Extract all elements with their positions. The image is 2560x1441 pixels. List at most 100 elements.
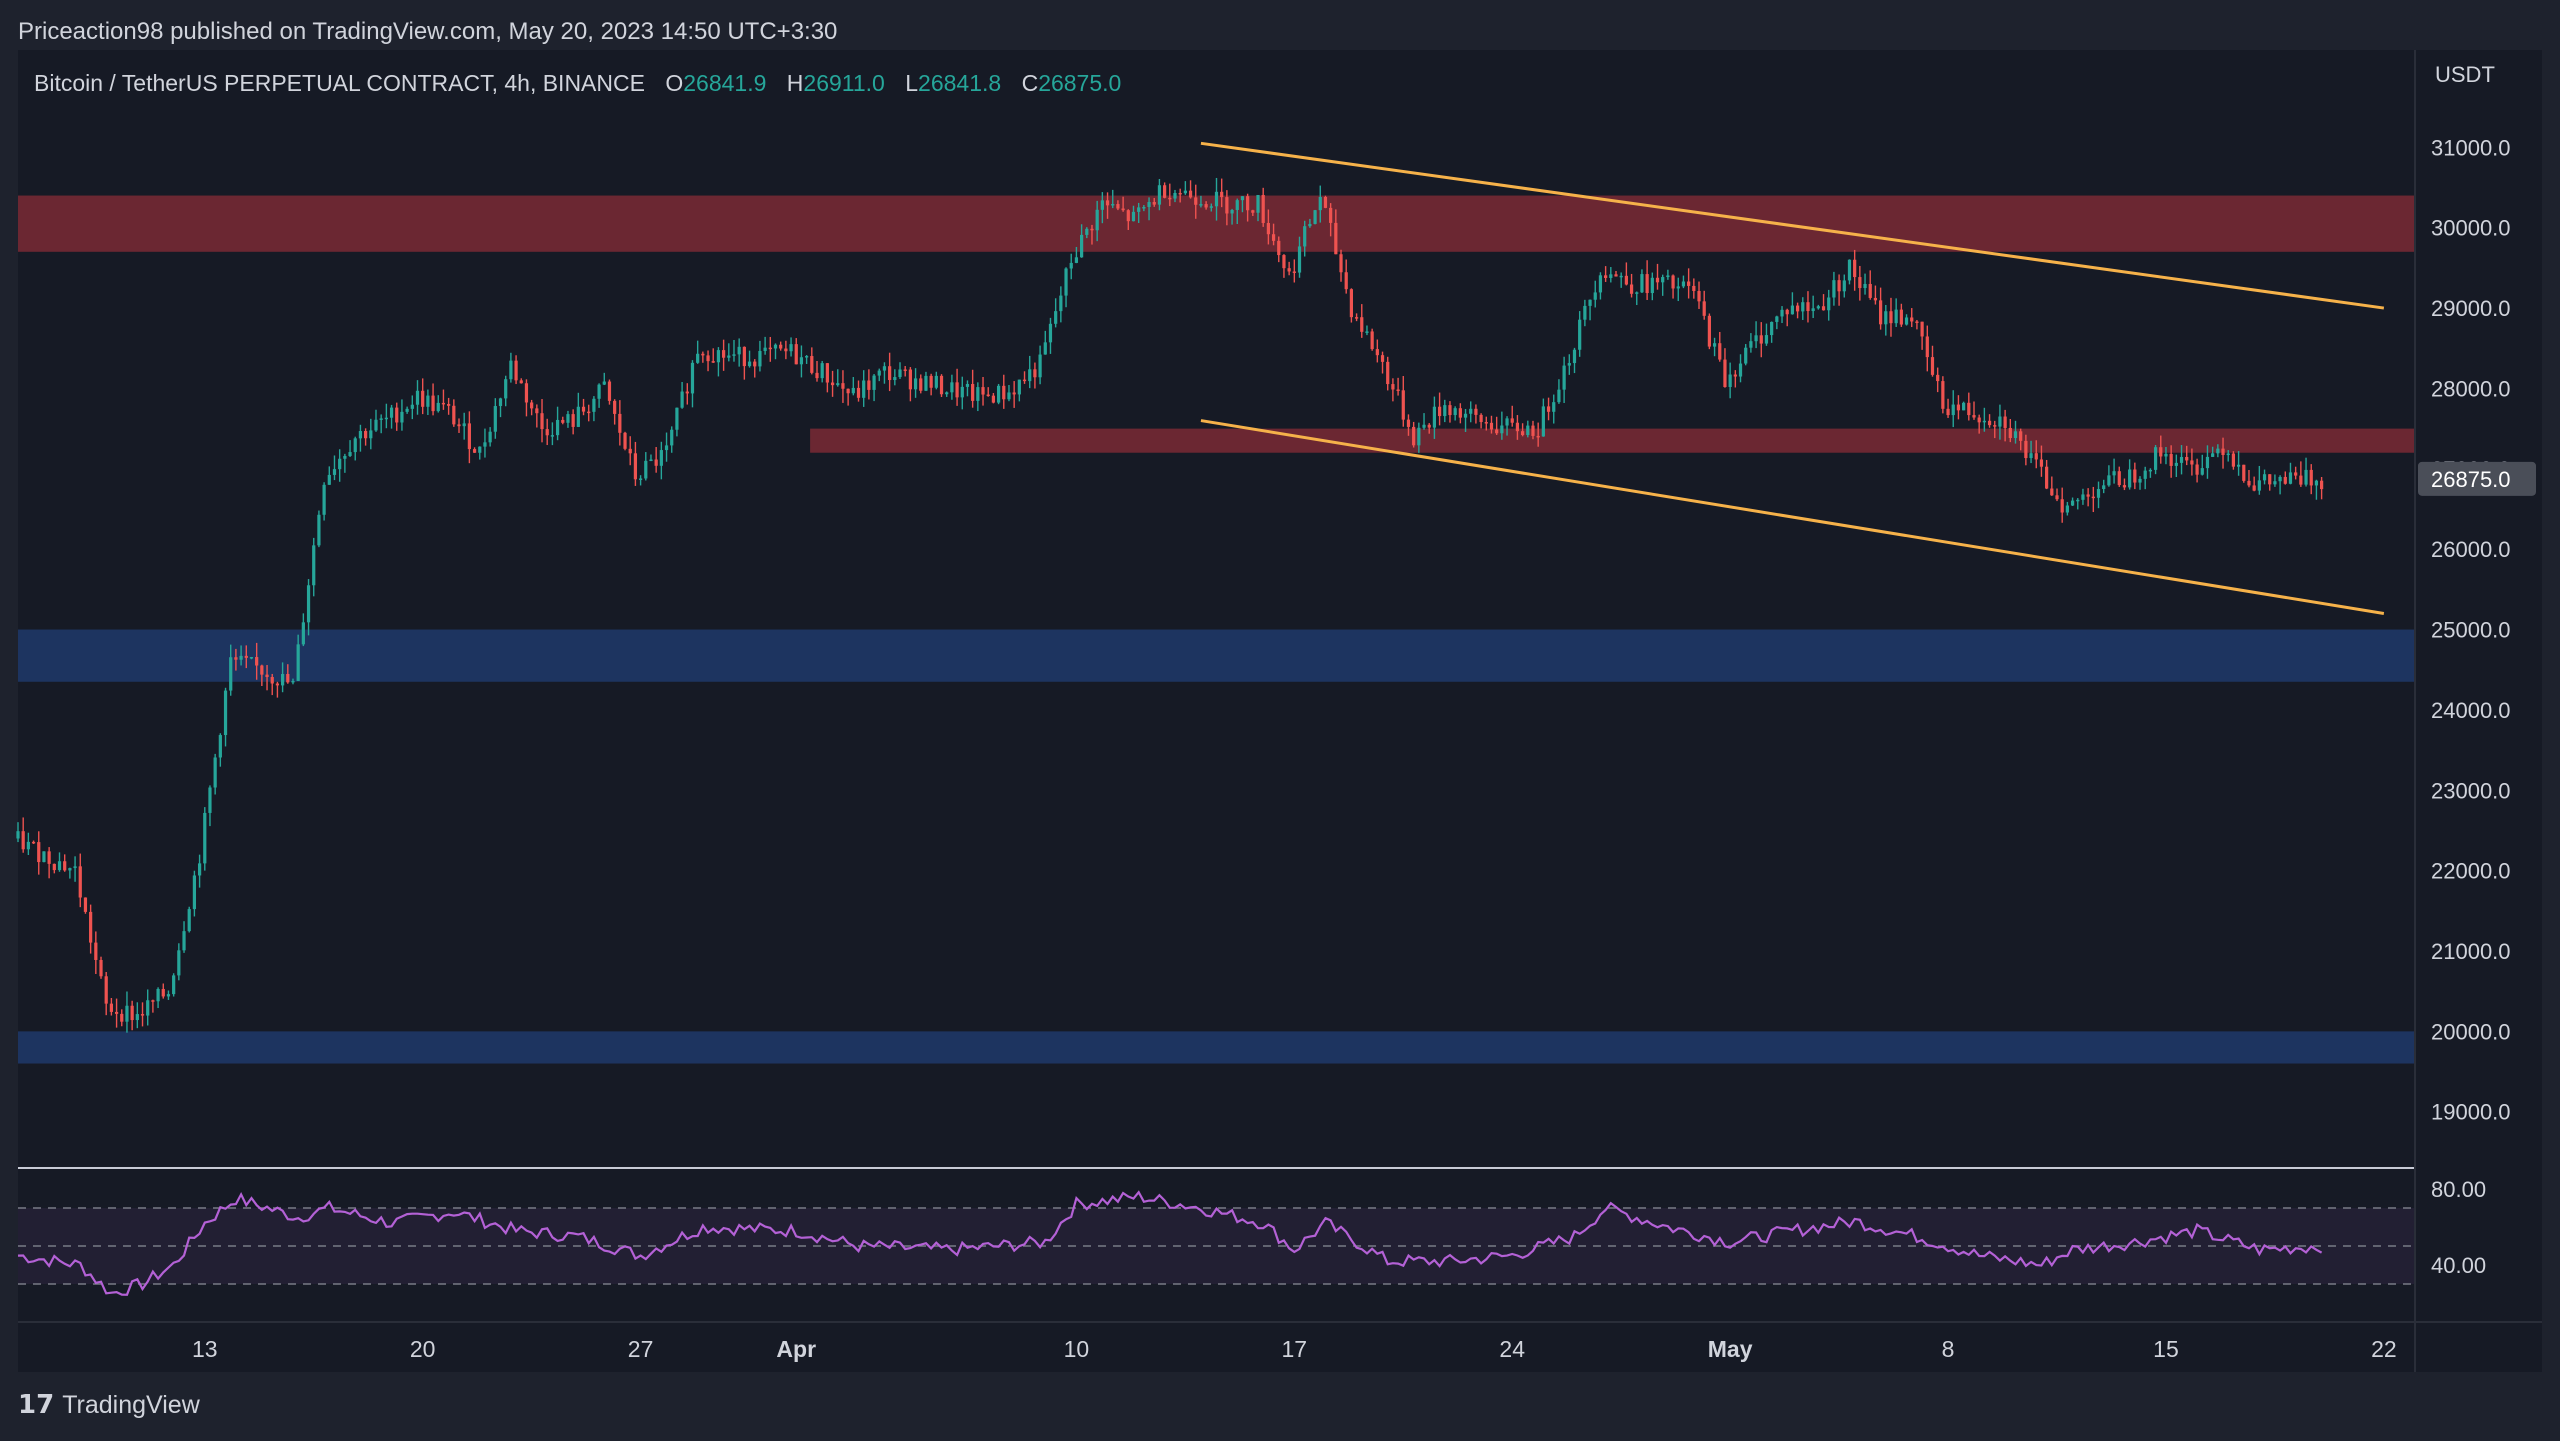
candle [934, 375, 938, 388]
candle [26, 841, 30, 850]
candle [1406, 419, 1411, 427]
high-value: 26911.0 [803, 70, 885, 96]
candle [1718, 343, 1722, 360]
candle [2216, 448, 2220, 454]
candle [332, 469, 337, 475]
candle [2278, 476, 2282, 482]
candle [1344, 272, 1348, 290]
candle [37, 842, 41, 863]
candle [1993, 425, 1997, 427]
candle [1349, 289, 1354, 318]
candle [99, 959, 103, 977]
candle [2091, 496, 2095, 499]
candle [2138, 478, 2142, 483]
candle [1505, 418, 1509, 426]
price-tick: 21000.0 [2431, 939, 2511, 964]
candle [1230, 209, 1234, 214]
candle [478, 446, 482, 453]
brand-name: TradingView [62, 1390, 200, 1419]
candle [1152, 202, 1156, 205]
candle [42, 851, 46, 863]
candle [1235, 200, 1239, 210]
candle [1785, 309, 1789, 315]
candle [353, 438, 357, 453]
candle [1059, 295, 1063, 312]
candle [2024, 440, 2028, 459]
candle [63, 861, 67, 871]
candle [1640, 274, 1644, 293]
candle [447, 404, 451, 406]
candle [587, 411, 591, 414]
tradingview-logo[interactable]: 17 TradingView [18, 1390, 200, 1420]
candle [1079, 234, 1084, 258]
candle [348, 452, 352, 456]
candle [555, 419, 560, 436]
chart-canvas[interactable]: USDT31000.030000.029000.028000.027000.02… [0, 0, 2560, 1372]
candle [1069, 262, 1073, 269]
candle [1733, 374, 1737, 377]
candle [867, 380, 871, 390]
candle [1930, 357, 1935, 375]
candle [270, 677, 274, 684]
candle [1915, 321, 1919, 323]
candle [592, 398, 596, 412]
candle [286, 673, 290, 683]
trendline-channel-lower[interactable] [1200, 419, 2385, 615]
candle [504, 379, 508, 399]
price-tick: 31000.0 [2431, 135, 2511, 160]
candle [1764, 335, 1769, 344]
candle [431, 395, 435, 412]
candle [1941, 381, 1945, 409]
candle [1054, 311, 1058, 324]
candle [467, 423, 471, 450]
candle [535, 408, 539, 414]
candle [493, 406, 497, 432]
candle [421, 390, 425, 407]
candle [628, 448, 632, 454]
candle [1889, 311, 1893, 324]
candle [1811, 308, 1815, 312]
candle [208, 787, 212, 813]
candle [540, 413, 544, 430]
candle [452, 405, 456, 425]
candle [280, 673, 285, 686]
candle [1417, 427, 1421, 446]
candle [732, 354, 736, 356]
candle [312, 545, 316, 586]
candle [2039, 459, 2044, 467]
candle [576, 406, 580, 427]
candle [1033, 369, 1037, 378]
candle [197, 863, 202, 876]
candle [1126, 210, 1130, 222]
candle [2169, 453, 2173, 466]
candle [1111, 204, 1115, 206]
candle [2185, 456, 2189, 461]
candle [1370, 331, 1374, 350]
price-zones [18, 195, 2415, 1064]
candle [1484, 422, 1488, 424]
candle [561, 419, 565, 423]
candle [1147, 202, 1151, 207]
candle [566, 414, 570, 423]
candle [836, 383, 840, 386]
candle [981, 387, 985, 395]
trendline-channel-upper[interactable] [1200, 141, 2385, 310]
candle [2029, 453, 2033, 459]
candle [1178, 192, 1182, 195]
candle [498, 398, 503, 407]
candle [1448, 405, 1452, 416]
candle [140, 1014, 145, 1016]
candle [2143, 470, 2147, 479]
price-tick: 25000.0 [2431, 618, 2511, 643]
candle [1251, 210, 1255, 213]
candle [483, 442, 487, 447]
candle [2273, 481, 2277, 485]
candle [1515, 422, 1520, 432]
candle [1572, 349, 1577, 364]
candle [1884, 311, 1888, 325]
candle [810, 356, 814, 373]
candle [929, 375, 933, 388]
candle [2262, 474, 2267, 481]
candle [893, 377, 897, 381]
candle [722, 350, 726, 358]
